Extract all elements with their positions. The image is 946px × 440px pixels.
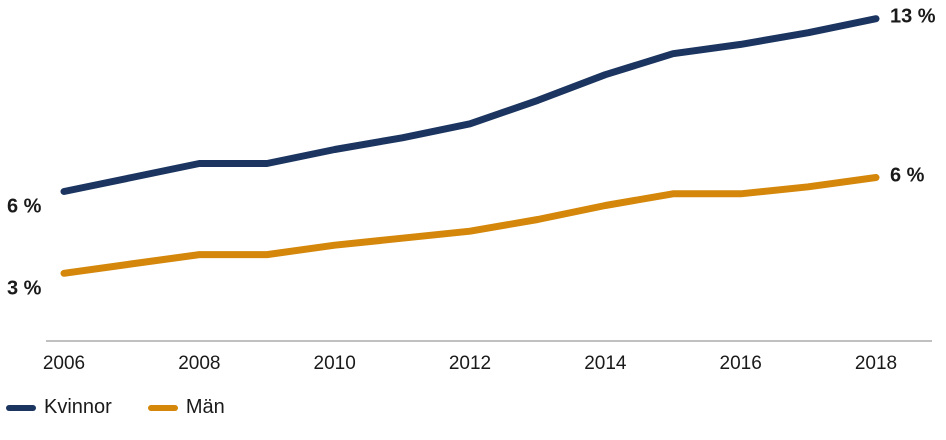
series-end-label: 13 % [890, 6, 936, 28]
legend-swatch-kvinnor [6, 404, 36, 411]
x-tick-label: 2012 [449, 353, 491, 374]
series-lines [60, 15, 880, 277]
x-axis-ticks: 2006 2008 2010 2012 2014 2016 2018 [43, 353, 897, 374]
series-line-kvinnor [60, 15, 880, 195]
series-start-label: 6 % [7, 196, 42, 218]
series-start-label: 3 % [7, 277, 42, 299]
x-tick-label: 2010 [314, 353, 356, 374]
legend: Kvinnor Män [6, 396, 261, 419]
x-tick-label: 2006 [43, 353, 85, 374]
x-tick-label: 2014 [584, 353, 627, 374]
legend-label-kvinnor: Kvinnor [44, 396, 112, 418]
legend-swatch-man [147, 404, 178, 411]
series-value-labels: 6 % 13 % 3 % 6 % [7, 6, 936, 300]
series-line-man [60, 174, 880, 277]
x-tick-label: 2008 [178, 353, 220, 374]
legend-label-man: Män [185, 396, 225, 418]
x-tick-label: 2018 [855, 353, 897, 374]
legend-item-man: Män [147, 396, 225, 419]
series-end-label: 6 % [890, 165, 925, 187]
legend-item-kvinnor: Kvinnor [6, 396, 112, 419]
x-tick-label: 2016 [720, 353, 762, 374]
